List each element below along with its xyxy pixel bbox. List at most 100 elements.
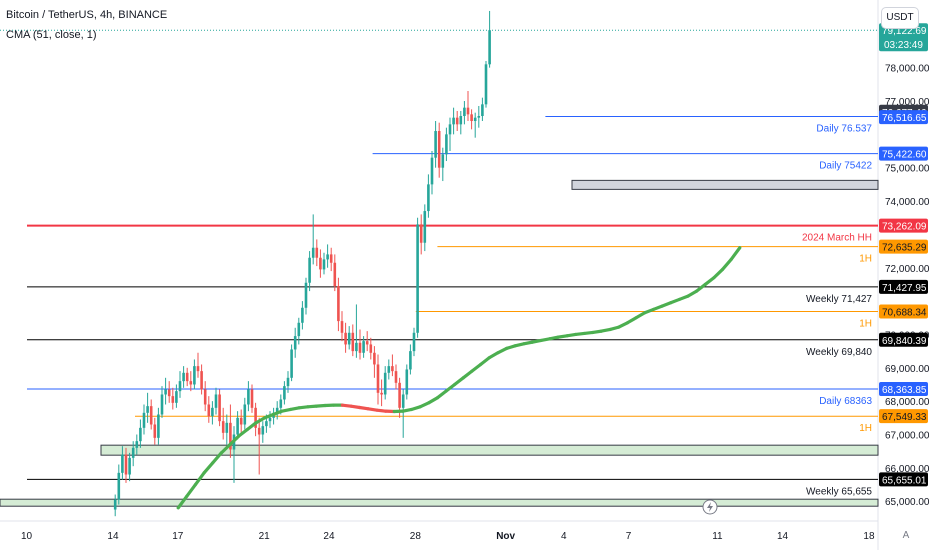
price-badge-value: 72,635.29 — [882, 243, 927, 254]
level-label: Daily 68363 — [819, 396, 872, 407]
price-badge-bg — [879, 218, 928, 233]
candle — [441, 147, 445, 182]
auto-scale-button[interactable]: A — [902, 530, 910, 541]
candle-body — [452, 117, 455, 125]
cma-segment — [444, 382, 457, 393]
level-label: Weekly 65,655 — [806, 486, 872, 497]
time-tick-label: 18 — [863, 531, 875, 542]
candle-body — [229, 422, 232, 450]
price-tick-label: 74,000.00 — [885, 197, 930, 208]
candle — [419, 214, 423, 255]
candle-body — [362, 341, 365, 353]
price-badge: 71,427.95 — [879, 279, 928, 294]
candle — [344, 322, 347, 353]
candle-body — [142, 412, 146, 428]
candle-body — [311, 247, 315, 258]
price-badge-value: 76,516.65 — [882, 113, 927, 124]
candle-body — [473, 117, 477, 122]
candle-body — [365, 341, 369, 345]
price-badge-bg — [879, 472, 928, 487]
candle-body — [369, 344, 373, 353]
time-tick-label: 24 — [323, 531, 335, 542]
candle-body — [257, 427, 261, 435]
candle — [146, 392, 149, 423]
candle-body — [131, 447, 135, 458]
level-label: 1H — [859, 254, 872, 265]
price-badge-bg — [879, 382, 928, 397]
candle — [221, 407, 225, 440]
candle — [459, 111, 463, 135]
candle — [214, 387, 218, 415]
price-badge: 72,635.29 — [879, 239, 928, 254]
candle — [445, 127, 448, 162]
price-badge: 68,363.85 — [879, 382, 928, 397]
candle-body — [329, 254, 333, 263]
price-badge-bg — [879, 332, 928, 347]
candle-body — [470, 114, 473, 122]
cma-segment — [634, 311, 647, 320]
price-badge-value: 79,122.69 — [882, 26, 927, 37]
candle — [153, 417, 157, 445]
candle-body — [304, 282, 308, 308]
candle — [297, 317, 301, 345]
currency-button[interactable]: USDT — [881, 7, 919, 29]
indicator-legend[interactable]: CMA (51, close, 1) — [6, 29, 97, 41]
price-badge: 65,655.01 — [879, 472, 928, 487]
candle — [423, 204, 427, 252]
candle — [365, 331, 369, 352]
level-label: 1H — [859, 423, 872, 434]
lightning-icon[interactable] — [702, 499, 718, 515]
candle — [117, 464, 121, 505]
candle — [452, 107, 455, 135]
cma-segment — [496, 346, 509, 355]
candle-body — [337, 286, 340, 322]
candle-body — [315, 247, 319, 258]
candle-body — [157, 414, 160, 438]
candle-body — [189, 381, 193, 385]
cma-segment — [435, 389, 448, 400]
candle-body — [380, 392, 383, 395]
candle-body — [146, 406, 149, 413]
candle-body — [160, 394, 164, 415]
cma-segment — [245, 421, 258, 432]
candle — [229, 404, 232, 458]
candle-body — [211, 407, 214, 417]
candle-body — [405, 369, 409, 395]
cma-segment — [487, 351, 500, 360]
candle — [257, 417, 261, 475]
cma-segment — [703, 276, 716, 287]
price-badge: 75,422.60 — [879, 146, 928, 161]
candle — [347, 326, 351, 350]
candle-body — [225, 422, 229, 433]
candle-body — [412, 332, 416, 352]
price-badge: 76,516.65 — [879, 110, 928, 125]
candle — [207, 396, 211, 423]
level-label: Daily 75422 — [819, 161, 872, 172]
candle — [481, 97, 484, 122]
price-tick-label: 65,000.00 — [885, 497, 930, 508]
candle — [164, 377, 167, 405]
candle — [275, 401, 279, 420]
candle-body — [344, 332, 347, 345]
cma-segment — [686, 289, 699, 298]
cma-segment — [625, 316, 638, 325]
candle — [121, 446, 124, 480]
price-tick-label: 75,000.00 — [885, 164, 930, 175]
candle — [437, 122, 441, 178]
cma-segment — [729, 246, 742, 262]
candle-body — [322, 259, 326, 270]
candle — [254, 402, 257, 437]
candle — [448, 117, 452, 152]
price-badge-bg — [879, 239, 928, 254]
level-label: 2024 March HH — [802, 233, 872, 244]
cma-segment — [712, 267, 725, 280]
candle — [484, 60, 488, 108]
candle-body — [409, 351, 412, 370]
candle — [167, 381, 171, 403]
price-badge-value: 65,655.01 — [882, 475, 927, 486]
candle-body — [268, 417, 272, 422]
price-badge-value: 75,422.60 — [882, 150, 927, 161]
time-tick-label: 4 — [561, 531, 567, 542]
